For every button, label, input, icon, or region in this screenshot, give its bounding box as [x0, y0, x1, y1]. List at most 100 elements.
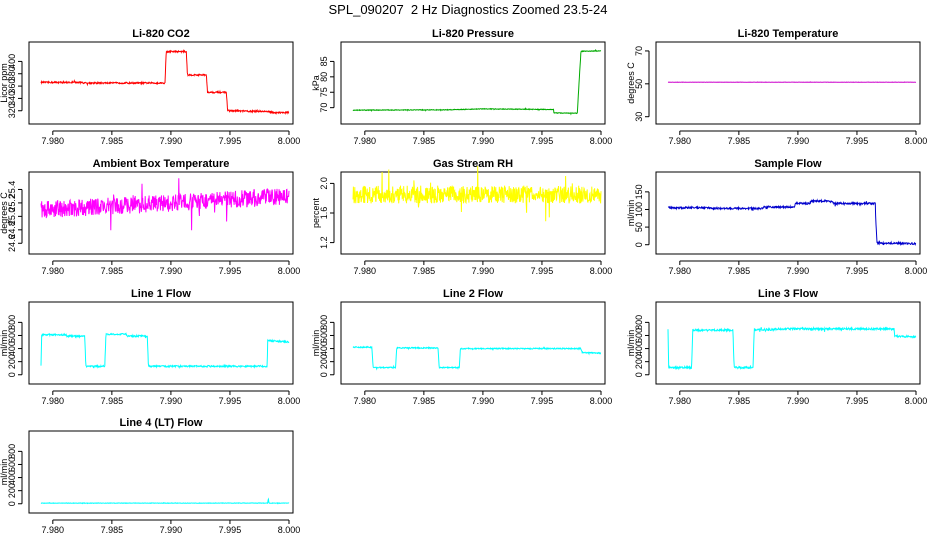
x-tick-label: 8.000 [905, 396, 928, 406]
y-tick-label: 1.2 [319, 236, 329, 249]
plot-frame [28, 171, 294, 255]
y-tick-label: 70 [319, 103, 329, 113]
x-tick-label: 8.000 [590, 136, 613, 146]
y-tick-label: 200 [634, 354, 644, 369]
x-tick-label: 7.980 [669, 136, 692, 146]
panel-title: Line 1 Flow [131, 288, 191, 300]
x-tick-label: 7.990 [160, 525, 183, 535]
series-line [667, 198, 917, 247]
x-tick-label: 8.000 [590, 266, 613, 276]
y-tick-label: 400 [634, 341, 644, 356]
y-tick-label: 30 [634, 112, 644, 122]
y-tick-label: 200 [7, 483, 17, 498]
y-tick-label: 75 [319, 87, 329, 97]
panel-title: Line 4 (LT) Flow [120, 417, 203, 429]
x-tick-label: 7.985 [728, 266, 751, 276]
y-axis-label: ml/min [626, 330, 636, 357]
x-tick-label: 7.990 [160, 396, 183, 406]
series-line [352, 345, 602, 371]
panel-7: Line 1 Flow 7.980 7.985 7.990 7.995 8.000 0 200… [0, 288, 300, 406]
panel-5: Gas Stream RH 7.980 7.985 7.990 7.995 8.000 1.… [311, 158, 612, 276]
x-tick-label: 7.985 [728, 136, 751, 146]
x-tick-label: 7.995 [219, 396, 242, 406]
x-tick-label: 7.990 [472, 136, 495, 146]
series-line [352, 165, 602, 222]
x-tick-label: 8.000 [905, 136, 928, 146]
x-tick-label: 7.985 [413, 396, 436, 406]
x-tick-label: 7.990 [160, 266, 183, 276]
panel-title: Line 2 Flow [443, 288, 503, 300]
series-line [40, 48, 290, 116]
x-tick-label: 7.995 [219, 525, 242, 535]
x-tick-label: 7.980 [42, 396, 65, 406]
panel-3: Li-820 Temperature 7.980 7.985 7.990 7.995 8.… [626, 28, 927, 146]
x-tick-label: 7.980 [42, 136, 65, 146]
y-tick-label: 360 [7, 79, 17, 94]
y-tick-label: 0 [319, 372, 329, 377]
plot-frame [655, 41, 921, 125]
panel-title: Line 3 Flow [758, 288, 818, 300]
x-tick-label: 7.980 [669, 266, 692, 276]
x-tick-label: 7.985 [413, 266, 436, 276]
x-tick-label: 7.980 [354, 136, 377, 146]
y-tick-label: 600 [634, 328, 644, 343]
series-line [667, 326, 917, 371]
y-tick-label: 24.6 [7, 235, 17, 253]
panel-title: Ambient Box Temperature [93, 158, 230, 170]
x-tick-label: 7.990 [787, 266, 810, 276]
panel-title: Li-820 CO2 [132, 28, 189, 40]
y-tick-label: 0 [7, 372, 17, 377]
y-tick-label: 800 [634, 315, 644, 330]
plot-frame [28, 301, 294, 385]
y-tick-label: 50 [634, 222, 644, 232]
y-tick-label: 320 [7, 103, 17, 118]
y-tick-label: 800 [7, 315, 17, 330]
y-axis-label: degrees C [0, 192, 9, 234]
x-tick-label: 7.980 [354, 266, 377, 276]
y-axis-label: ml/min [311, 330, 321, 357]
x-tick-label: 7.995 [846, 136, 869, 146]
plot-frame [28, 430, 294, 514]
figure-title: SPL_090207 2 Hz Diagnostics Zoomed 23.5-… [328, 2, 608, 17]
y-tick-label: 600 [7, 328, 17, 343]
y-axis-label: ml/min [626, 200, 636, 227]
series-line [352, 48, 602, 116]
panel-9: Line 3 Flow 7.980 7.985 7.990 7.995 8.000 0 200… [626, 288, 927, 406]
x-tick-label: 7.995 [531, 136, 554, 146]
y-tick-label: 50 [634, 79, 644, 89]
y-tick-label: 2.0 [319, 177, 329, 190]
x-tick-label: 7.980 [42, 525, 65, 535]
y-axis-label: percent [311, 197, 321, 228]
y-axis-label: Licor ppm [0, 63, 9, 103]
y-tick-label: 400 [7, 470, 17, 485]
y-tick-label: 80 [319, 72, 329, 82]
x-tick-label: 7.985 [728, 396, 751, 406]
y-tick-label: 800 [7, 444, 17, 459]
x-tick-label: 7.990 [787, 136, 810, 146]
y-tick-label: 25.0 [7, 208, 17, 226]
x-tick-label: 8.000 [590, 396, 613, 406]
panel-title: Li-820 Temperature [738, 28, 839, 40]
panel-8: Line 2 Flow 7.980 7.985 7.990 7.995 8.000 0 200… [311, 288, 612, 406]
x-tick-label: 8.000 [278, 525, 301, 535]
y-axis-label: degrees C [626, 62, 636, 104]
x-tick-label: 7.980 [669, 396, 692, 406]
plot-frame [655, 171, 921, 255]
x-tick-label: 7.995 [531, 396, 554, 406]
x-tick-label: 7.985 [101, 136, 124, 146]
y-axis-label: kPa [311, 75, 321, 91]
panel-title: Li-820 Pressure [432, 28, 514, 40]
x-tick-label: 7.980 [354, 396, 377, 406]
y-tick-label: 150 [634, 184, 644, 199]
y-tick-label: 100 [634, 202, 644, 217]
series-line [40, 497, 290, 505]
panel-1: Li-820 CO2 7.980 7.985 7.990 7.995 8.000 32034… [0, 28, 300, 146]
y-tick-label: 200 [319, 354, 329, 369]
x-tick-label: 7.985 [101, 396, 124, 406]
x-tick-label: 7.990 [787, 396, 810, 406]
y-tick-label: 24.8 [7, 221, 17, 239]
x-tick-label: 8.000 [905, 266, 928, 276]
x-tick-label: 7.995 [219, 136, 242, 146]
plot-frame [655, 301, 921, 385]
